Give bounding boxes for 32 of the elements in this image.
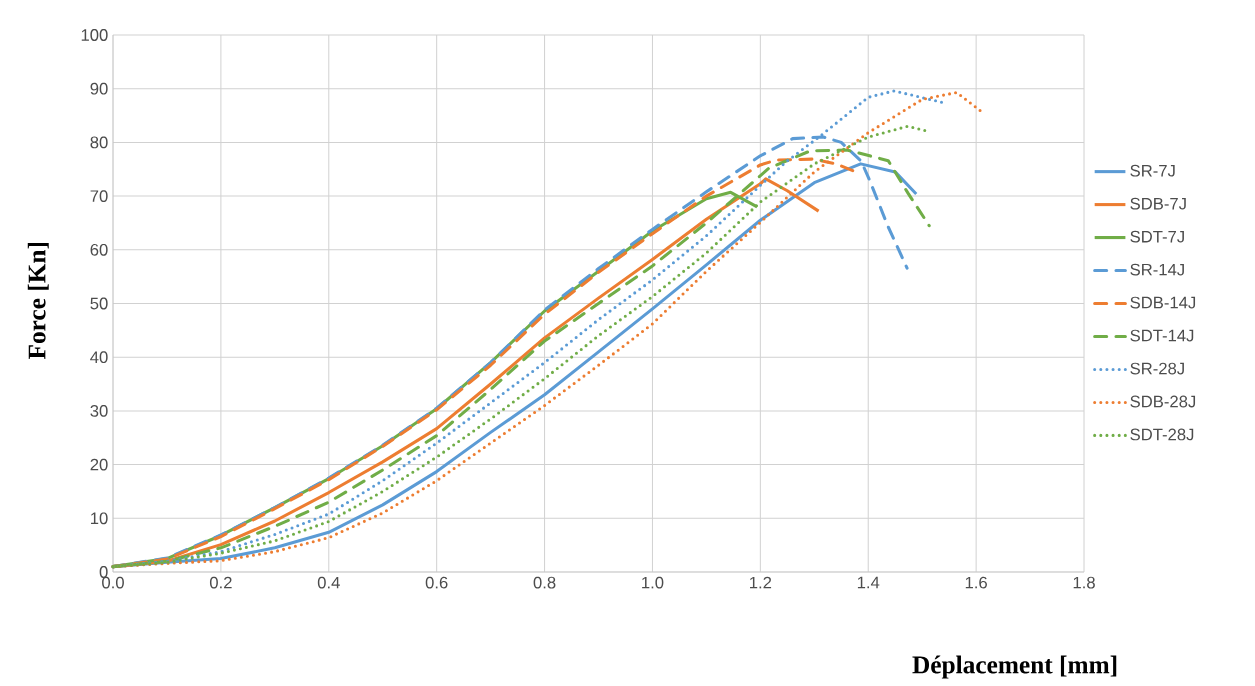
x-tick-label: 1.8 [1073, 576, 1095, 589]
y-tick-label: 80 [90, 136, 108, 149]
legend-label: SDB-14J [1130, 296, 1196, 309]
x-tick-label: 1.6 [965, 576, 987, 589]
x-tick-label: 0.8 [533, 576, 556, 589]
y-tick-label: 40 [90, 351, 108, 364]
legend-label: SDT-28J [1130, 428, 1194, 441]
legend-label: SDT-7J [1130, 230, 1184, 243]
x-tick-label: 0.4 [317, 576, 340, 589]
x-tick-label: 0.2 [209, 576, 232, 589]
x-tick-label: 1.2 [750, 576, 772, 589]
x-axis-title: Déplacement [mm] [912, 655, 1117, 679]
legend-label: SDB-28J [1130, 395, 1196, 408]
x-tick-label: 0.0 [102, 576, 124, 589]
legend-label: SR-14J [1130, 263, 1184, 276]
y-tick-label: 20 [90, 458, 108, 471]
legend-label: SR-7J [1130, 164, 1175, 177]
y-tick-label: 50 [90, 297, 108, 310]
legend-label: SDB-7J [1130, 197, 1186, 210]
y-axis-title: Force [Kn] [27, 242, 49, 360]
y-tick-label: 10 [91, 512, 108, 525]
x-tick-label: 1.4 [857, 576, 880, 589]
y-tick-label: 100 [81, 29, 108, 41]
y-tick-label: 60 [90, 243, 108, 256]
x-tick-label: 0.6 [425, 576, 448, 589]
y-tick-label: 0 [99, 566, 108, 578]
y-tick-label: 90 [90, 82, 108, 95]
legend-label: SDT-14J [1130, 329, 1194, 342]
x-tick-label: 1.0 [642, 576, 664, 589]
y-tick-label: 70 [90, 190, 108, 202]
legend-label: SR-28J [1130, 362, 1184, 375]
y-tick-label: 30 [90, 405, 108, 417]
